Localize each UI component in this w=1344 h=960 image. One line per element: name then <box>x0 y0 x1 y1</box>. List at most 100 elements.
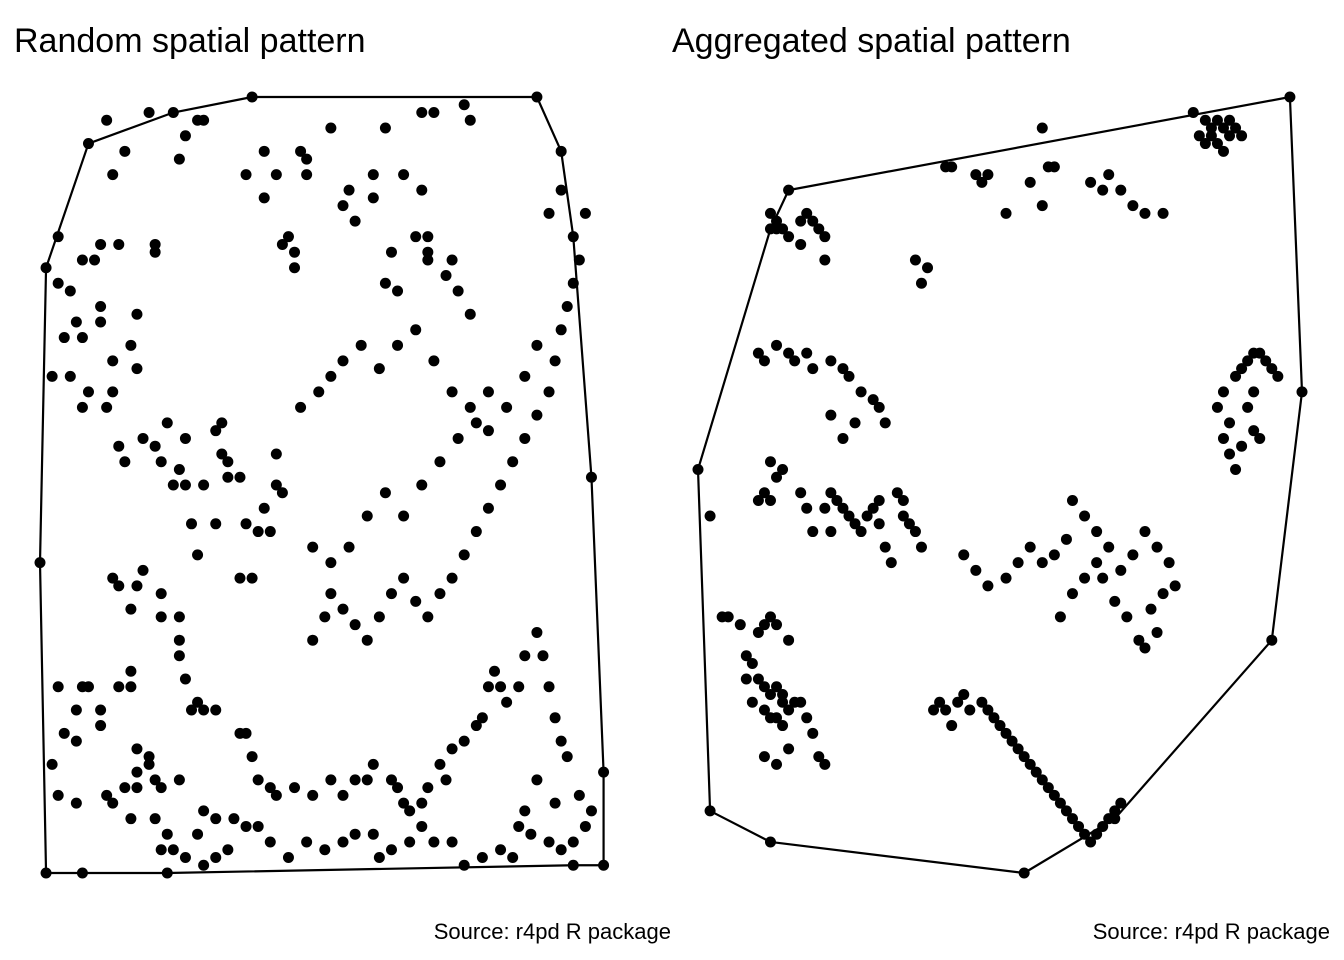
data-point <box>771 215 783 227</box>
data-point <box>398 510 410 522</box>
data-point <box>186 518 197 530</box>
data-point <box>495 844 507 856</box>
data-point <box>758 681 770 693</box>
data-point <box>909 526 921 538</box>
data-point <box>113 440 125 452</box>
data-point <box>849 417 861 429</box>
data-point <box>222 456 234 468</box>
data-point <box>143 107 155 119</box>
data-point <box>319 844 331 856</box>
data-point <box>107 169 119 181</box>
data-point <box>819 254 831 266</box>
data-point <box>464 114 476 126</box>
data-point <box>1006 735 1018 747</box>
data-point <box>367 758 379 770</box>
data-point <box>458 549 470 561</box>
data-point <box>101 401 113 413</box>
data-point <box>831 495 843 507</box>
data-point <box>879 417 891 429</box>
data-point <box>934 696 946 708</box>
data-point <box>1236 363 1248 375</box>
data-point <box>349 774 361 786</box>
data-point <box>988 712 1000 724</box>
data-point <box>149 246 161 258</box>
data-point <box>373 363 385 375</box>
data-point <box>107 355 119 367</box>
data-point <box>470 720 482 732</box>
data-point <box>561 751 573 763</box>
data-point <box>1091 526 1103 538</box>
data-point <box>125 603 137 615</box>
data-point <box>385 844 397 856</box>
data-point <box>495 479 507 491</box>
data-point <box>113 238 125 250</box>
data-point <box>994 720 1006 732</box>
hull-vertex-point <box>1296 386 1308 398</box>
data-point <box>777 720 789 732</box>
data-point <box>1254 432 1266 444</box>
data-point <box>70 797 82 809</box>
data-point <box>1139 207 1151 219</box>
data-point <box>771 712 783 724</box>
data-point <box>801 207 813 219</box>
hull-vertex-point <box>764 836 776 848</box>
data-point <box>337 603 349 615</box>
data-point <box>470 417 482 429</box>
data-point <box>1242 355 1254 367</box>
data-point <box>801 347 813 359</box>
chart-title-aggregated: Aggregated spatial pattern <box>672 22 1071 60</box>
data-point <box>1054 797 1066 809</box>
data-point <box>258 502 270 514</box>
data-point <box>422 246 434 258</box>
data-point <box>119 145 131 157</box>
data-point <box>1236 130 1248 142</box>
data-point <box>771 681 783 693</box>
data-point <box>240 727 252 739</box>
data-point <box>1012 743 1024 755</box>
data-point <box>222 471 234 483</box>
data-point <box>1036 557 1048 569</box>
data-point <box>795 215 807 227</box>
hull-vertex-point <box>40 262 52 274</box>
data-point <box>307 634 319 646</box>
data-point <box>270 448 282 460</box>
data-point <box>1248 425 1260 437</box>
data-point <box>1066 495 1078 507</box>
data-point <box>379 277 391 289</box>
data-point <box>64 370 76 382</box>
data-point <box>1211 401 1223 413</box>
hull-vertex-point <box>598 859 610 871</box>
hull-vertex-point <box>555 145 567 157</box>
data-point <box>210 813 222 825</box>
data-point <box>125 339 137 351</box>
data-point <box>301 169 313 181</box>
data-point <box>752 673 764 685</box>
data-point <box>573 254 585 266</box>
data-point <box>52 231 64 243</box>
hull-vertex-point <box>531 91 543 103</box>
data-point <box>982 704 994 716</box>
data-point <box>1048 789 1060 801</box>
data-point <box>734 619 746 631</box>
data-point <box>861 510 873 522</box>
data-point <box>549 712 561 724</box>
data-point <box>410 324 422 336</box>
data-point <box>519 805 531 817</box>
data-point <box>1018 751 1030 763</box>
data-point <box>1103 813 1115 825</box>
data-point <box>915 277 927 289</box>
data-point <box>70 316 82 328</box>
data-point <box>819 231 831 243</box>
data-point <box>440 774 452 786</box>
data-point <box>531 409 543 421</box>
data-point <box>234 572 246 584</box>
data-point <box>58 332 70 344</box>
data-point <box>976 696 988 708</box>
data-point <box>95 301 107 313</box>
data-point <box>161 417 173 429</box>
data-point <box>446 743 458 755</box>
data-point <box>873 495 885 507</box>
data-point <box>343 541 355 553</box>
data-point <box>458 735 470 747</box>
data-point <box>343 184 355 196</box>
